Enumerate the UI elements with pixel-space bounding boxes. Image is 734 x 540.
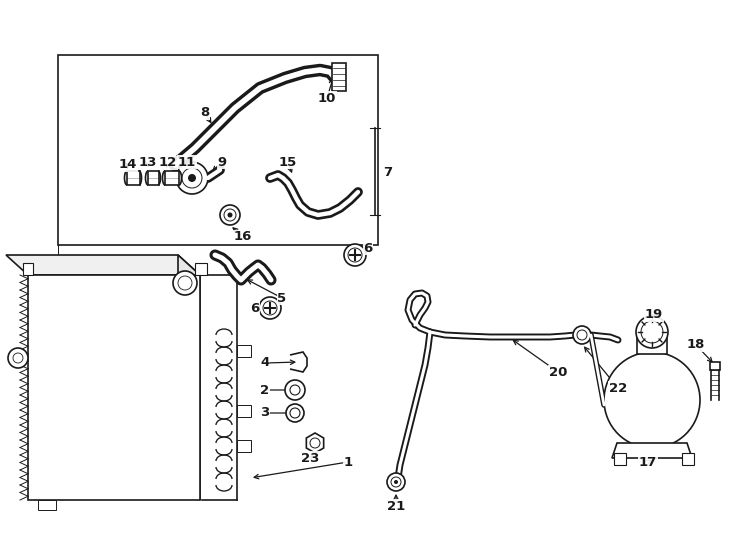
Text: 4: 4 [261, 356, 269, 369]
Text: 21: 21 [387, 500, 405, 512]
Text: 11: 11 [178, 156, 196, 168]
Polygon shape [6, 255, 200, 275]
Text: 1: 1 [344, 456, 352, 469]
Text: 6: 6 [363, 241, 373, 254]
Text: 20: 20 [549, 366, 567, 379]
Circle shape [394, 480, 398, 484]
Text: 17: 17 [639, 456, 657, 469]
Text: 19: 19 [645, 308, 663, 321]
Bar [237, 345, 251, 357]
Text: 13: 13 [139, 157, 157, 170]
Bar [148, 171, 159, 185]
Text: 7: 7 [383, 165, 393, 179]
Text: 23: 23 [301, 451, 319, 464]
Bar [237, 440, 251, 452]
Polygon shape [178, 255, 200, 500]
Circle shape [636, 316, 668, 348]
Circle shape [173, 271, 197, 295]
Text: 16: 16 [234, 231, 252, 244]
Bar [195, 263, 207, 275]
Text: 8: 8 [200, 106, 210, 119]
Bar [28, 275, 200, 500]
Circle shape [8, 348, 28, 368]
Bar [614, 453, 626, 465]
Bar [23, 263, 33, 275]
Text: 9: 9 [217, 156, 227, 168]
Bar [165, 171, 179, 185]
Circle shape [573, 326, 591, 344]
Circle shape [176, 162, 208, 194]
Text: 18: 18 [687, 339, 705, 352]
Circle shape [285, 380, 305, 400]
Circle shape [387, 473, 405, 491]
Text: 22: 22 [609, 381, 627, 395]
Text: 6: 6 [250, 301, 260, 314]
Bar [58, 55, 378, 245]
Text: 2: 2 [261, 383, 269, 396]
Text: 5: 5 [277, 292, 286, 305]
Polygon shape [306, 433, 324, 453]
Circle shape [259, 297, 281, 319]
Bar [237, 405, 251, 417]
Text: 10: 10 [318, 91, 336, 105]
Circle shape [188, 174, 196, 182]
Bar [637, 332, 667, 354]
Circle shape [604, 352, 700, 448]
Circle shape [286, 404, 304, 422]
Bar [332, 63, 346, 91]
Text: 3: 3 [261, 407, 269, 420]
Bar [682, 453, 694, 465]
Bar [710, 362, 720, 370]
Circle shape [220, 205, 240, 225]
Text: 12: 12 [159, 157, 177, 170]
Circle shape [344, 244, 366, 266]
Bar [38, 500, 56, 510]
Polygon shape [612, 443, 692, 458]
Bar [127, 171, 140, 185]
Text: 15: 15 [279, 156, 297, 168]
Circle shape [228, 213, 233, 218]
Text: 14: 14 [119, 159, 137, 172]
